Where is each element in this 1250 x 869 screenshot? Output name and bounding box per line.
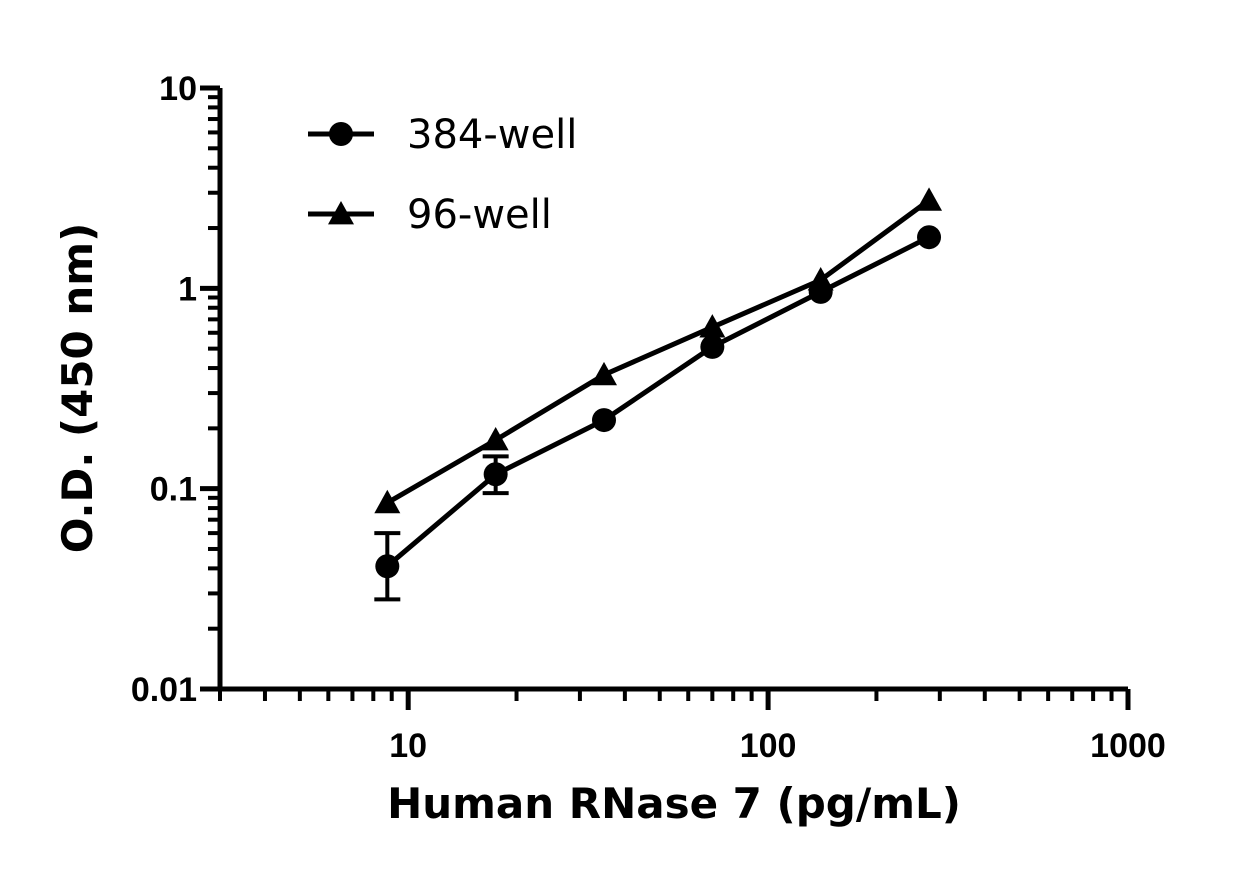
y-ticks: 0.01 0.1 1 10 xyxy=(131,70,220,709)
legend-label: 96-well xyxy=(407,192,552,238)
x-tick-label: 10 xyxy=(389,727,427,765)
series-group xyxy=(374,187,943,602)
series-line-2 xyxy=(386,198,931,505)
y-tick-label: 1 xyxy=(178,270,197,308)
legend: 384-well 96-well xyxy=(308,112,577,238)
data-point-triangle xyxy=(482,426,509,451)
x-axis-title: Human RNase 7 (pg/mL) xyxy=(387,779,961,828)
y-tick-label: 0.1 xyxy=(150,471,197,509)
series-line-1 xyxy=(385,234,931,569)
data-point-circle xyxy=(700,334,725,359)
axes xyxy=(208,88,1128,692)
legend-marker-triangle xyxy=(328,201,354,225)
data-point-triangle xyxy=(807,267,834,291)
data-point-triangle xyxy=(699,314,726,338)
plot-lines xyxy=(385,198,931,569)
data-point-circle xyxy=(917,225,942,250)
data-point-circle xyxy=(592,408,617,433)
data-point-circle xyxy=(375,554,400,579)
data-point-circle xyxy=(483,462,508,487)
y-tick-label: 0.01 xyxy=(131,671,197,709)
legend-label: 384-well xyxy=(407,112,577,158)
x-ticks: 10 100 1000 xyxy=(218,689,1166,765)
x-tick-label: 1000 xyxy=(1090,727,1166,765)
y-tick-label: 10 xyxy=(159,70,197,108)
x-tick-label: 100 xyxy=(740,727,797,765)
data-point-triangle xyxy=(374,489,401,514)
legend-marker-circle xyxy=(329,122,353,146)
data-point-triangle xyxy=(916,187,943,211)
data-point-triangle xyxy=(591,361,618,386)
y-axis-title: O.D. (450 nm) xyxy=(53,223,102,554)
